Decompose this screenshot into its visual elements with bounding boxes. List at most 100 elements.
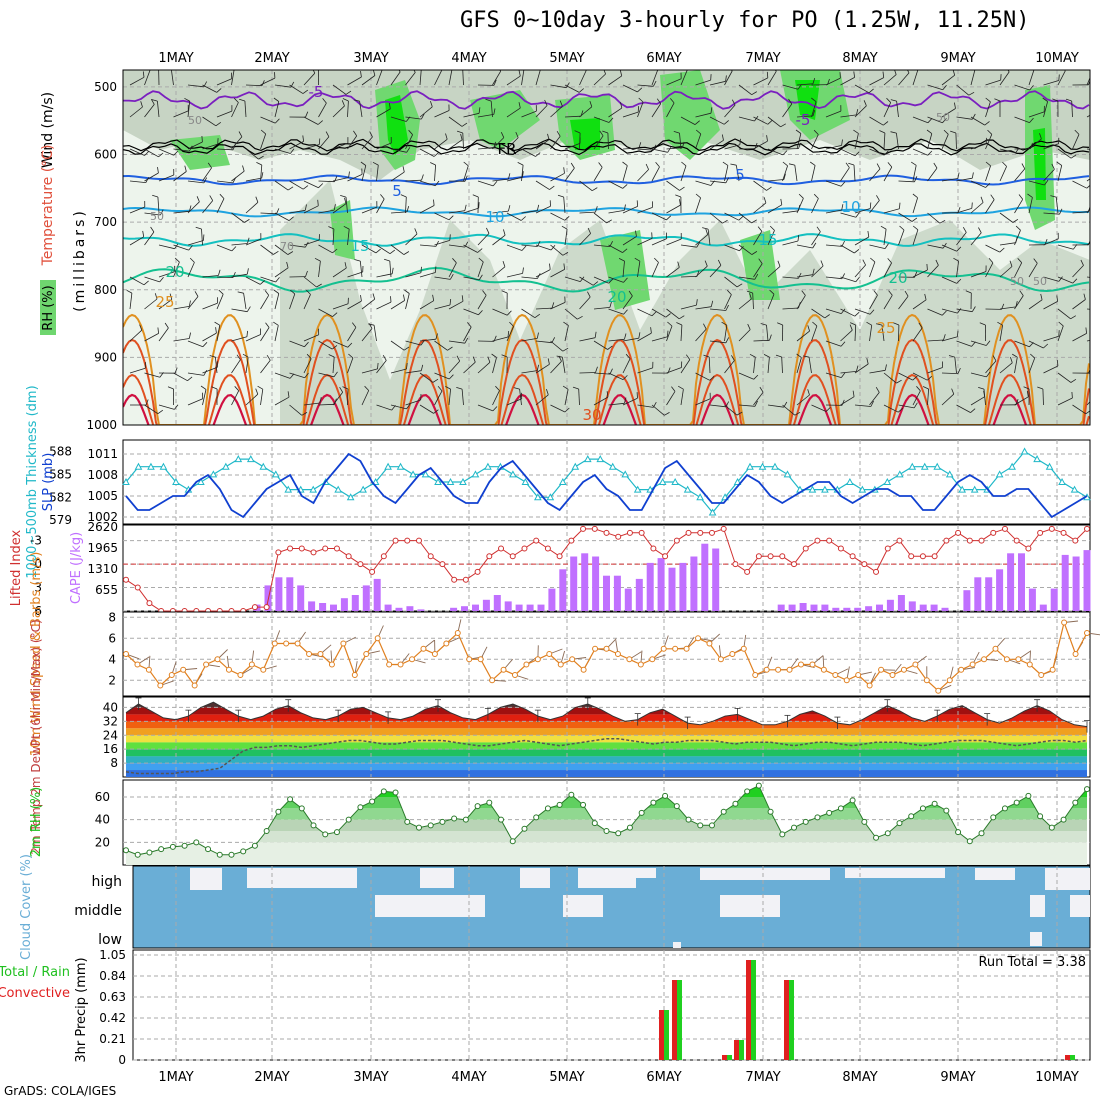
- wind-barb: [550, 244, 564, 256]
- wind-barb: [347, 327, 357, 342]
- wind-barb: [1057, 276, 1073, 284]
- thickness-tick: 579: [49, 513, 72, 527]
- cape-bar: [941, 607, 949, 611]
- wind-barb-flag: [939, 219, 946, 224]
- wind-barb-flag: [777, 260, 781, 267]
- thickness-point: [471, 470, 480, 478]
- wind-barb-flag: [869, 202, 872, 209]
- wind-barb: [767, 204, 783, 214]
- wind-barb-flag: [667, 330, 669, 337]
- wind-barb-flag: [751, 91, 758, 96]
- wind-barb: [521, 276, 538, 279]
- rh-point: [451, 815, 458, 822]
- wind-barb-flag: [380, 194, 385, 200]
- wind-barb-flag: [372, 70, 376, 76]
- wind-barb: [941, 308, 958, 314]
- thickness-tick: 582: [49, 490, 72, 504]
- wind-barb-flag: [873, 290, 878, 296]
- wind-barb-flag: [472, 356, 476, 363]
- wind-barb: [158, 244, 175, 250]
- wind-barb: [941, 244, 957, 252]
- li-point: [123, 576, 129, 583]
- wind-barb-flag: [188, 245, 193, 251]
- wind-barb: [1086, 242, 1090, 246]
- wind-barb-flag: [184, 97, 190, 102]
- wind-barb: [651, 238, 667, 246]
- wind-barb: [666, 391, 676, 406]
- contour-label: -5: [309, 83, 324, 101]
- wind-barb-flag: [430, 162, 436, 166]
- cloud-level-label: middle: [74, 903, 122, 919]
- wind-barb: [985, 134, 993, 150]
- bottom-time-axis: 1MAY 2MAY 3MAY 4MAY 5MAY 6MAY 7MAY 8MAY 9MAY 10MA…: [158, 1070, 1079, 1085]
- wind-barb-flag: [261, 172, 264, 179]
- legend-total-rain: Total / Rain: [0, 965, 70, 980]
- wind-barb: [448, 210, 465, 214]
- wind-barb-flag: [788, 163, 795, 166]
- precip-convective-bar: [746, 960, 751, 1060]
- wind-barb: [808, 357, 812, 374]
- li-point: [919, 553, 926, 560]
- wind-barb: [1014, 340, 1030, 348]
- wind-barb: [563, 196, 566, 214]
- wind-barb: [448, 340, 465, 344]
- cape-bar: [504, 601, 512, 611]
- li-point: [955, 529, 962, 536]
- wind-barb: [1057, 70, 1066, 86]
- wind-barb: [535, 105, 548, 118]
- wind-barb-flag: [304, 341, 309, 347]
- wind-barb-flag: [722, 161, 729, 166]
- thickness-point: [446, 477, 455, 485]
- wind-barb: [243, 293, 247, 310]
- cape-bar: [712, 548, 720, 611]
- wind-barb: [796, 83, 814, 86]
- precip-tick: 1.05: [99, 948, 126, 962]
- wind-barb-flag: [242, 353, 249, 358]
- wind-barb: [1028, 357, 1036, 374]
- wind-barb: [956, 177, 973, 182]
- rh-contour-label: 50: [150, 210, 164, 223]
- wind-barb: [1057, 397, 1073, 406]
- contour-label: 20: [165, 263, 184, 281]
- wind-barb: [709, 80, 726, 86]
- wind-barb-flag: [685, 354, 691, 360]
- wind-barb-flag: [261, 80, 265, 86]
- precip-tick: 0.63: [99, 990, 126, 1004]
- wind-barb: [869, 369, 886, 374]
- wind-barb: [202, 200, 214, 214]
- wind-barb-flag: [276, 208, 280, 214]
- wind-barb-flag: [406, 362, 408, 370]
- wind-barb-flag: [536, 332, 539, 339]
- wind-barb: [318, 372, 335, 378]
- rh-point: [1025, 792, 1032, 799]
- wind-barb: [215, 357, 218, 374]
- wind-barb-flag: [675, 194, 682, 198]
- wind-barb-flag: [1027, 193, 1033, 198]
- wind-barb-flag: [403, 294, 405, 301]
- wind-barb: [622, 236, 637, 246]
- wind-barb-flag: [731, 355, 735, 361]
- li-point: [322, 545, 329, 552]
- wind-barb-flag: [694, 120, 700, 125]
- wind-barb: [390, 171, 405, 182]
- rh-green-patch-2: [470, 90, 540, 150]
- li-point: [392, 537, 399, 544]
- wind-barb: [782, 165, 788, 182]
- thickness-point: [271, 470, 280, 478]
- wind-barb: [535, 340, 552, 344]
- wind-barb: [492, 210, 509, 214]
- cape-bar: [450, 607, 458, 611]
- wind-barb-flag: [922, 386, 929, 390]
- wind-barb: [376, 273, 393, 278]
- cape-bar: [482, 599, 490, 611]
- cape-bar: [417, 609, 425, 611]
- wind-barb-flag: [559, 100, 563, 107]
- wind-barb: [898, 212, 913, 222]
- wind-barb: [157, 196, 160, 214]
- wind-barb-flag: [899, 225, 905, 231]
- contour-label: 15: [758, 231, 777, 249]
- wind-speed-point: [271, 640, 278, 647]
- bottom-day-label: 5MAY: [549, 1070, 584, 1085]
- wind-barb-flag: [456, 355, 461, 362]
